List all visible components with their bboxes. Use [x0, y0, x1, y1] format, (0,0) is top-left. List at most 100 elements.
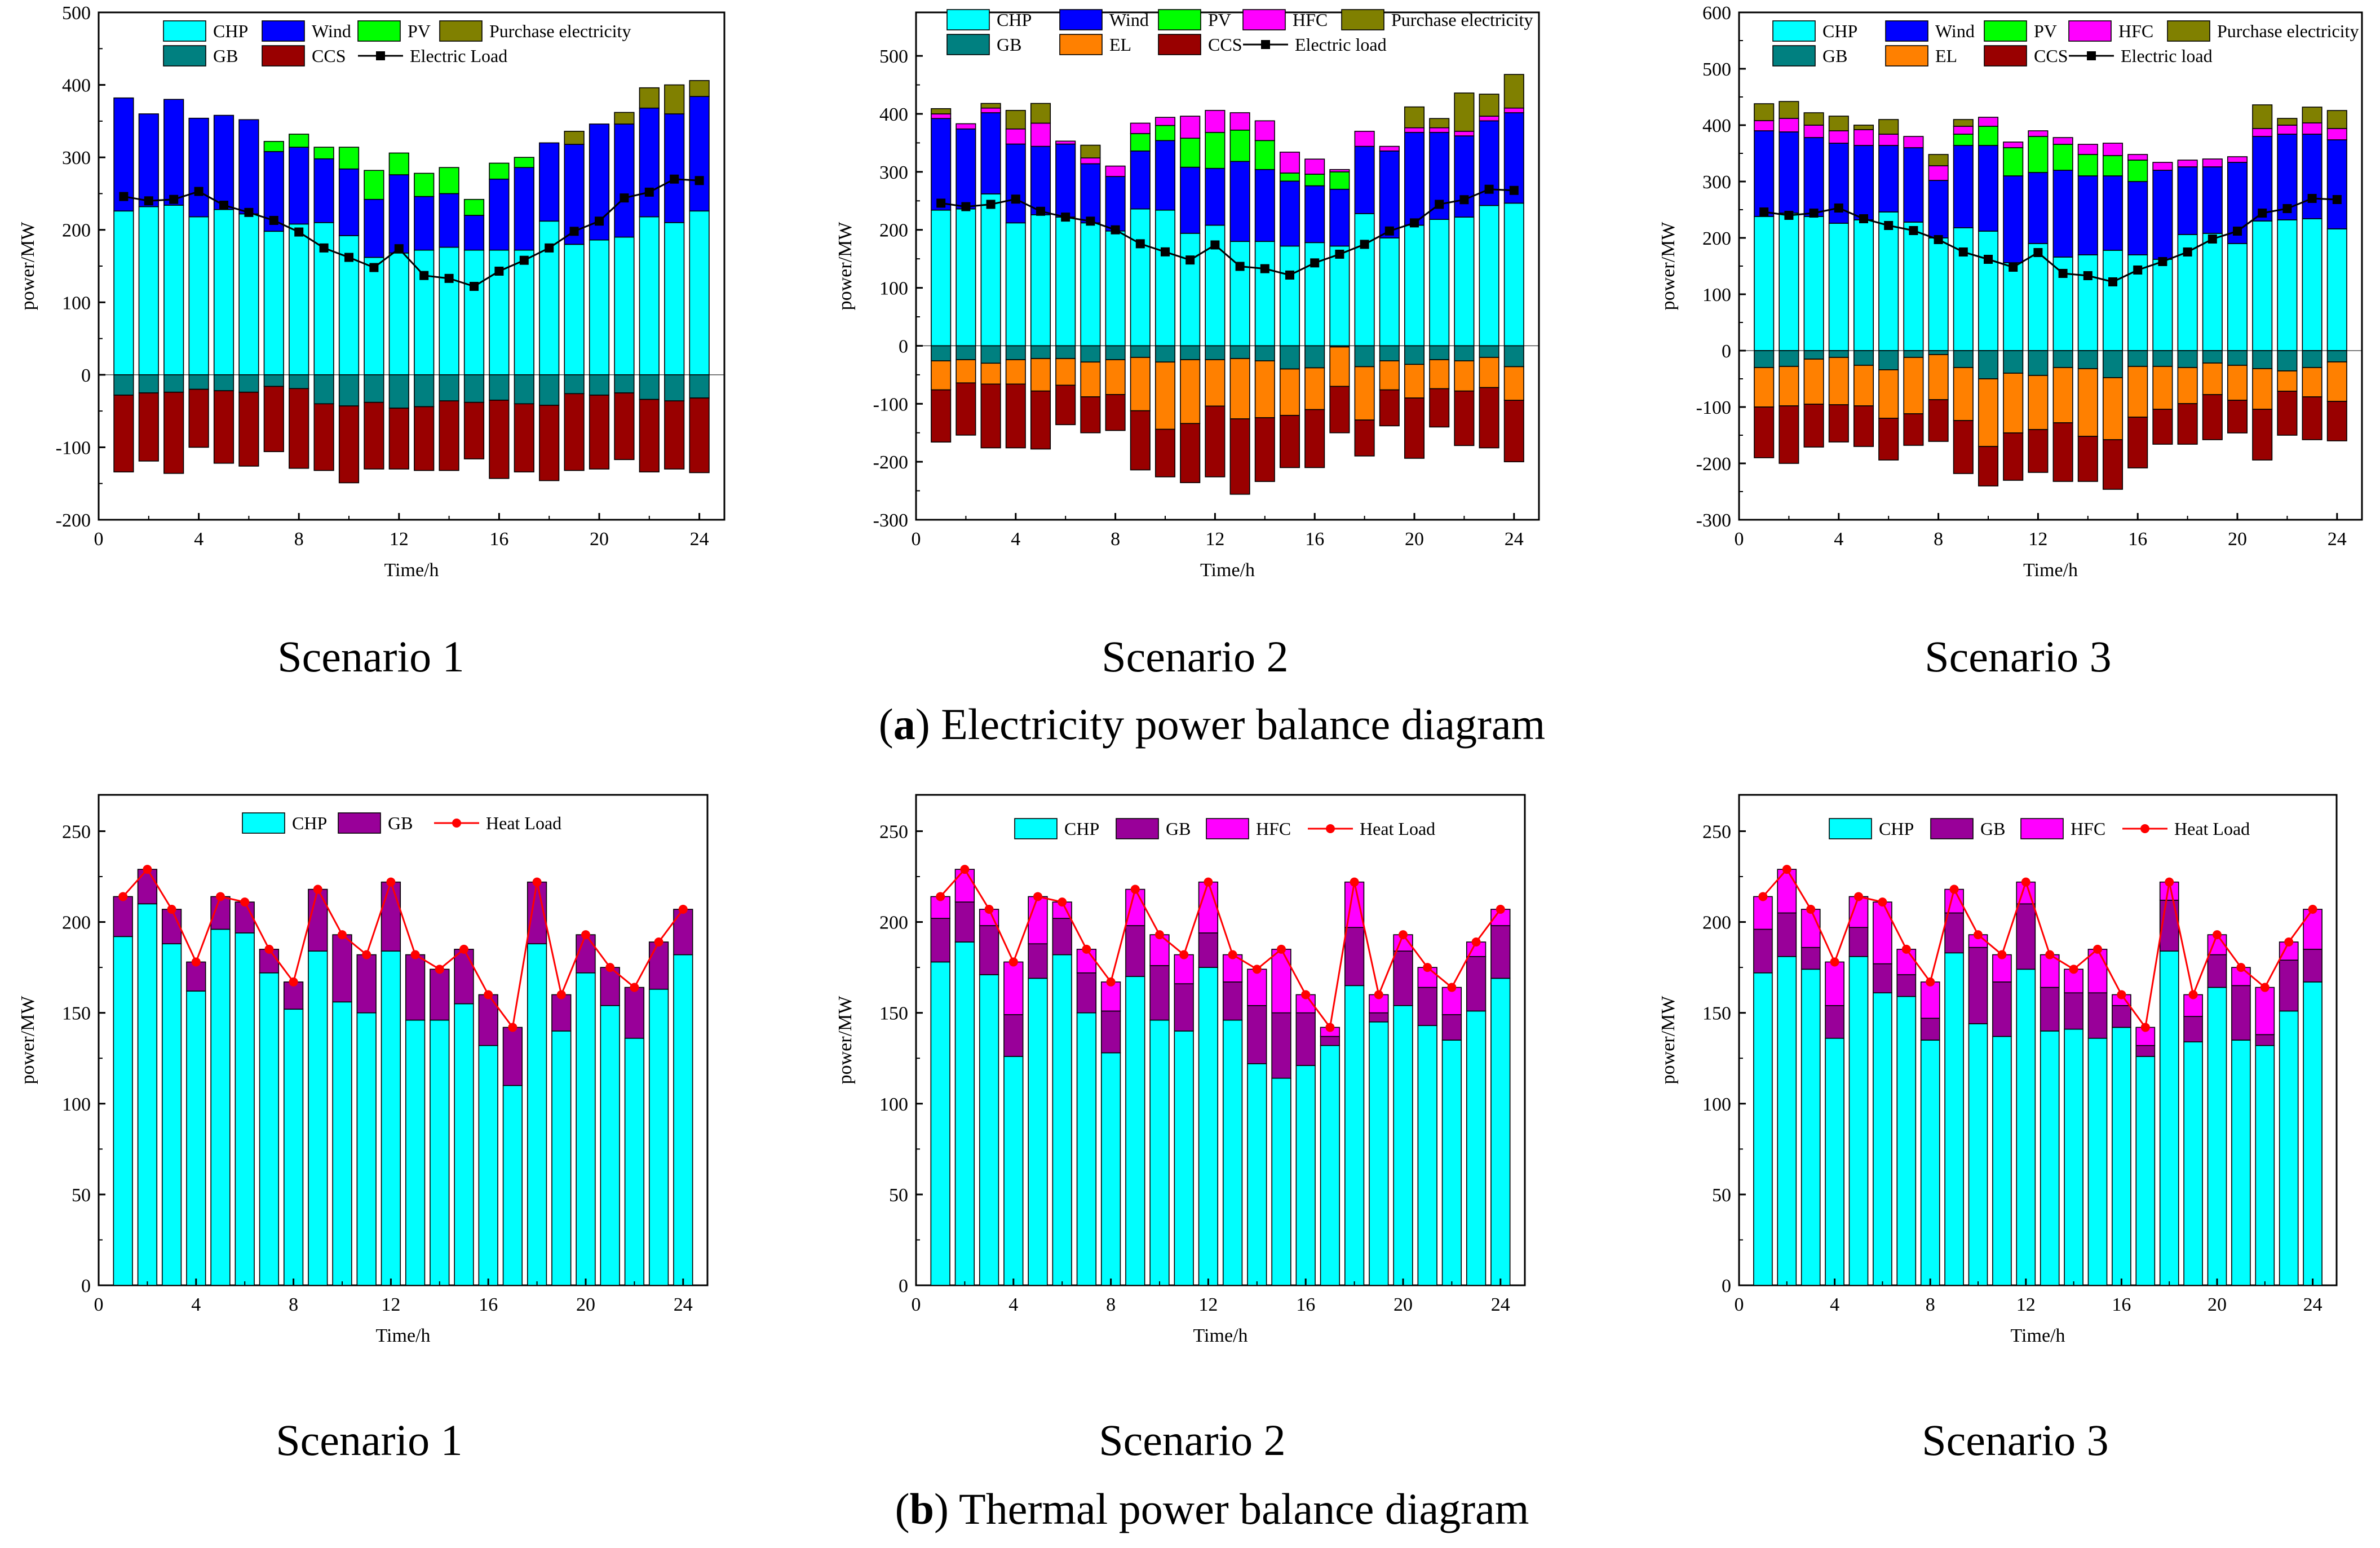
- bar-chp: [1369, 1021, 1389, 1286]
- bar-gb: [1030, 345, 1051, 359]
- bar-wind: [1404, 132, 1425, 226]
- bar-gb: [1076, 972, 1097, 1014]
- y-tick-label: 0: [81, 365, 91, 386]
- bar-chp: [2077, 254, 2098, 351]
- bar-chp: [1180, 233, 1201, 347]
- bar-chp: [1222, 1019, 1243, 1286]
- bar-ccs: [1404, 397, 1425, 459]
- bar-hfc: [2077, 144, 2098, 155]
- bar-gb: [1254, 345, 1275, 361]
- bar-gb: [1873, 963, 1892, 994]
- bar-ccs: [1055, 384, 1076, 426]
- legend-label: HFC: [2118, 21, 2153, 41]
- load-point: [1809, 209, 1819, 218]
- bar-gb: [332, 934, 352, 1003]
- bar-ccs: [1354, 419, 1375, 457]
- bar-el: [1379, 360, 1400, 391]
- bar-ccs: [238, 391, 259, 467]
- bar-gb: [405, 954, 426, 1021]
- y-axis-label: power/MW: [17, 222, 38, 311]
- load-point: [1130, 884, 1140, 894]
- bar-hfc: [1777, 869, 1797, 914]
- bar-gb: [1920, 1018, 1940, 1041]
- plot-frame: [915, 794, 1526, 1286]
- y-tick-label: 400: [879, 104, 908, 125]
- legend-marker: [1261, 40, 1270, 49]
- bar-chp: [213, 209, 235, 375]
- bar-chp: [614, 236, 635, 375]
- y-axis-label: power/MW: [17, 996, 38, 1085]
- bar-el: [1853, 365, 1874, 406]
- bar-hfc: [2326, 128, 2347, 140]
- bar-wind: [1978, 145, 1999, 232]
- x-tick-label: 24: [690, 529, 709, 550]
- bar-ccs: [138, 392, 159, 462]
- bar-el: [1279, 368, 1300, 416]
- bar-el: [2277, 370, 2298, 392]
- bar-gb: [639, 374, 660, 400]
- plot-frame: [915, 11, 1540, 521]
- bar-hfc: [2102, 143, 2124, 156]
- bar-chp: [2152, 259, 2173, 351]
- legend-swatch: [1772, 45, 1816, 67]
- x-tick-label: 16: [2112, 1294, 2131, 1315]
- bar-ccs: [1853, 405, 1874, 447]
- bar-gb: [1028, 943, 1048, 979]
- load-point: [986, 200, 996, 209]
- bar-el: [1454, 360, 1475, 392]
- bar-ccs: [2028, 429, 2049, 473]
- legend-label: Wind: [1109, 10, 1149, 30]
- bar-chp: [2003, 262, 2024, 351]
- bar-gb: [1304, 345, 1325, 369]
- load-point: [1830, 957, 1839, 967]
- bar-el: [1005, 359, 1026, 385]
- legend-swatch: [439, 20, 483, 42]
- bar-wind: [1853, 145, 1874, 220]
- load-point: [1008, 957, 1018, 967]
- legend-label: Purchase electricity: [489, 21, 631, 41]
- legend-label: CCS: [312, 46, 346, 66]
- bar-gb: [1149, 965, 1170, 1021]
- bar-gb: [1968, 947, 1988, 1024]
- bar-wind: [1055, 143, 1076, 218]
- load-point: [1111, 225, 1120, 235]
- load-point: [1784, 211, 1794, 220]
- load-point: [319, 243, 329, 253]
- bar-chp: [689, 210, 710, 375]
- load-point: [1310, 258, 1320, 268]
- bar-gb: [364, 374, 384, 403]
- load-line: [1762, 868, 2313, 1030]
- load-point: [289, 977, 298, 987]
- y-tick-label: 250: [1702, 821, 1731, 842]
- bar-chp: [210, 928, 231, 1286]
- legend-label: Purchase electricity: [2217, 21, 2359, 41]
- bar-wind: [2326, 139, 2347, 229]
- bar-hfc: [1920, 981, 1940, 1019]
- chart-thermal-scenario-3: 0 50 100 150 200 250 0 4 8 12 16 20 24 Time/h power/MW…: [1658, 794, 2338, 1346]
- caption-b-text: ) Thermal power balance diagram: [934, 1484, 1529, 1533]
- legend-swatch: [1885, 20, 1928, 42]
- legend-label: GB: [213, 46, 238, 66]
- scenario-label-a2: Scenario 2: [1101, 632, 1289, 681]
- bar-gb: [2003, 350, 2024, 374]
- y-tick-label: 100: [62, 293, 91, 313]
- bar-chp: [1801, 968, 1821, 1286]
- bar-gb: [980, 345, 1001, 364]
- legend-label: GB: [1166, 819, 1191, 839]
- y-tick-label: -300: [1696, 510, 1731, 531]
- bar-chp: [1052, 954, 1072, 1286]
- bar-el: [980, 362, 1001, 385]
- legend-swatch: [262, 20, 305, 42]
- bar-chp: [664, 222, 685, 375]
- bar-chp: [1417, 1025, 1437, 1286]
- bar-gb: [1754, 350, 1775, 368]
- bar-purchase-electricity: [1853, 125, 1874, 130]
- bar-gb: [1441, 1014, 1462, 1041]
- load-point: [1806, 905, 1816, 914]
- legend-label: Electric load: [2121, 46, 2213, 66]
- legend-swatch: [163, 45, 206, 67]
- load-point: [1082, 944, 1091, 954]
- bar-el: [2202, 362, 2223, 395]
- bar-purchase-electricity: [1429, 118, 1450, 129]
- bar-ccs: [1229, 418, 1250, 495]
